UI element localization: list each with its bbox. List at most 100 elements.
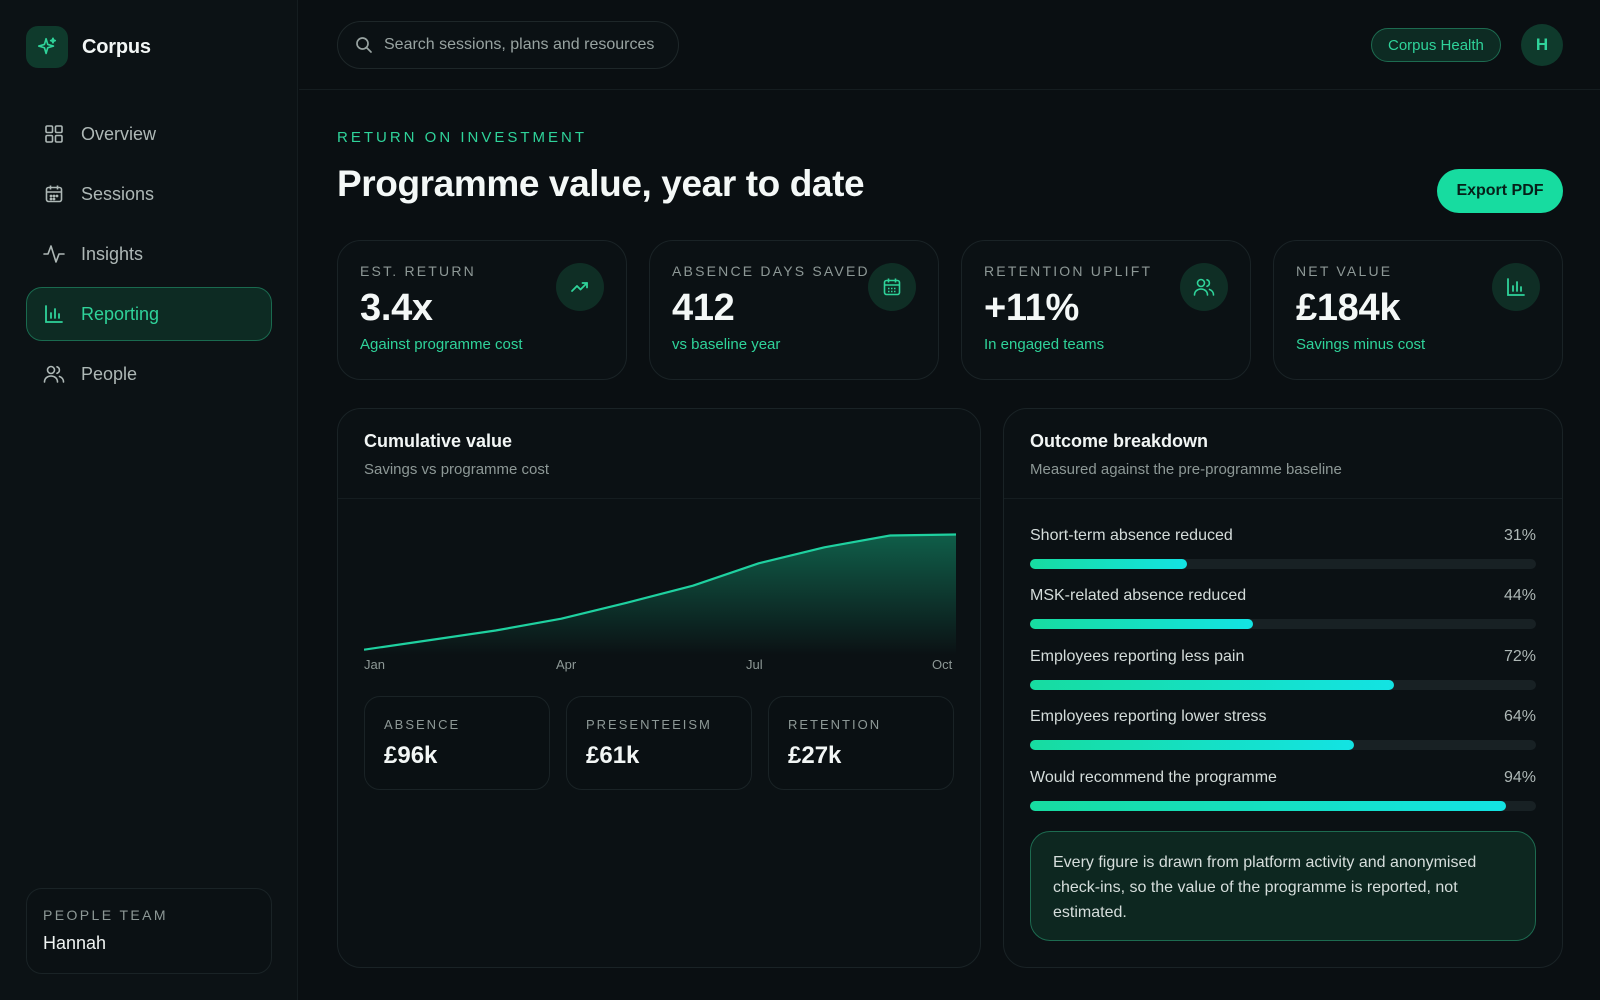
kpi-value: +11% xyxy=(984,287,1079,329)
sidebar: Corpus Overview Sessions Insights Report… xyxy=(0,0,298,1000)
search-icon xyxy=(354,35,374,55)
breakdown-value: £96k xyxy=(384,742,438,769)
outcome-percent: 44% xyxy=(1503,587,1536,604)
kpi-card-retention-uplift: RETENTION UPLIFT +11% In engaged teams xyxy=(961,240,1251,380)
x-tick-label: Oct xyxy=(932,657,953,672)
outcome-percent: 94% xyxy=(1503,769,1536,786)
breakdown-card-retention: RETENTION £27k xyxy=(768,696,954,790)
export-pdf-button[interactable]: Export PDF xyxy=(1437,169,1563,213)
x-tick-label: Jan xyxy=(364,657,385,672)
outcome-row: MSK-related absence reduced 44% xyxy=(1030,587,1536,629)
progress-fill xyxy=(1030,559,1187,569)
progress-track xyxy=(1030,559,1536,569)
breakdown-card-absence: ABSENCE £96k xyxy=(364,696,550,790)
panel-title: Outcome breakdown xyxy=(1030,431,1209,451)
progress-track xyxy=(1030,619,1536,629)
outcome-label: Employees reporting less pain xyxy=(1030,648,1245,665)
panel-header: Outcome breakdown Measured against the p… xyxy=(1004,409,1562,499)
nav-item-insights[interactable]: Insights xyxy=(26,227,272,281)
bar-chart-icon xyxy=(1492,263,1540,311)
kpi-subtext: Against programme cost xyxy=(360,336,523,353)
nav-item-reporting[interactable]: Reporting xyxy=(26,287,272,341)
kpi-subtext: In engaged teams xyxy=(984,336,1105,353)
cumulative-area-chart xyxy=(363,519,957,695)
kpi-subtext: Savings minus cost xyxy=(1296,336,1426,353)
users-icon xyxy=(43,363,65,385)
panel-subtitle: Savings vs programme cost xyxy=(364,461,550,478)
outcome-row: Short-term absence reduced 31% xyxy=(1030,527,1536,569)
trending-up-icon xyxy=(556,263,604,311)
nav-label: Sessions xyxy=(81,183,155,204)
nav-label: Reporting xyxy=(81,303,160,324)
account-card[interactable]: PEOPLE TEAM Hannah xyxy=(26,888,272,974)
kpi-card-est-return: EST. RETURN 3.4x Against programme cost xyxy=(337,240,627,380)
panel-subtitle: Measured against the pre-programme basel… xyxy=(1030,461,1342,478)
outcome-row: Employees reporting lower stress 64% xyxy=(1030,708,1536,750)
breakdown-value: £27k xyxy=(788,742,842,769)
panel-header: Cumulative value Savings vs programme co… xyxy=(338,409,980,499)
bar-chart-icon xyxy=(43,303,65,325)
series-line xyxy=(363,533,957,651)
outcome-label: Employees reporting lower stress xyxy=(1030,708,1267,725)
kpi-caption: RETENTION UPLIFT xyxy=(984,263,1153,279)
kpi-subtext: vs baseline year xyxy=(672,336,781,353)
progress-fill xyxy=(1030,740,1354,750)
kpi-caption: EST. RETURN xyxy=(360,263,476,279)
nav-item-overview[interactable]: Overview xyxy=(26,107,272,161)
nav-label: Overview xyxy=(81,123,157,144)
page-title: Programme value, year to date xyxy=(337,163,865,204)
kpi-card-net-value: NET VALUE £184k Savings minus cost xyxy=(1273,240,1563,380)
nav-label: Insights xyxy=(81,243,144,264)
users-icon xyxy=(1180,263,1228,311)
breakdown-card-presenteeism: PRESENTEEISM £61k xyxy=(566,696,752,790)
main-nav: Overview Sessions Insights Reporting Peo… xyxy=(26,107,272,407)
calendar-icon xyxy=(868,263,916,311)
nav-item-people[interactable]: People xyxy=(26,347,272,401)
outcome-row: Would recommend the programme 94% xyxy=(1030,769,1536,811)
account-team-caption: PEOPLE TEAM xyxy=(43,907,168,923)
x-tick-label: Jul xyxy=(746,657,763,672)
kpi-card-absence-days: ABSENCE DAYS SAVED 412 vs baseline year xyxy=(649,240,939,380)
calendar-icon xyxy=(43,183,65,205)
x-tick-label: Apr xyxy=(556,657,577,672)
account-name: Hannah xyxy=(43,933,107,953)
outcome-label: Would recommend the programme xyxy=(1030,769,1277,786)
brand[interactable]: Corpus xyxy=(26,26,151,68)
breakdown-value: £61k xyxy=(586,742,640,769)
nav-item-sessions[interactable]: Sessions xyxy=(26,167,272,221)
avatar[interactable]: H xyxy=(1521,24,1563,66)
brand-name: Corpus xyxy=(82,35,151,58)
search-placeholder: Search sessions, plans and resources xyxy=(384,36,655,53)
section-eyebrow: RETURN ON INVESTMENT xyxy=(337,129,588,146)
organisation-badge[interactable]: Corpus Health xyxy=(1371,28,1501,62)
progress-fill xyxy=(1030,619,1253,629)
outcome-label: Short-term absence reduced xyxy=(1030,527,1233,544)
kpi-value: 3.4x xyxy=(360,287,433,329)
pulse-icon xyxy=(43,243,65,265)
kpi-value: 412 xyxy=(672,287,735,329)
top-bar: Search sessions, plans and resources Cor… xyxy=(299,0,1600,90)
outcome-percent: 31% xyxy=(1503,527,1536,544)
grid-icon xyxy=(43,123,65,145)
progress-fill xyxy=(1030,801,1506,811)
breakdown-caption: PRESENTEEISM xyxy=(586,717,712,732)
search-input[interactable]: Search sessions, plans and resources xyxy=(337,21,679,69)
kpi-caption: ABSENCE DAYS SAVED xyxy=(672,263,870,279)
progress-fill xyxy=(1030,680,1395,690)
panel-title: Cumulative value xyxy=(364,431,513,451)
progress-track xyxy=(1030,740,1536,750)
methodology-note: Every figure is drawn from platform acti… xyxy=(1030,831,1536,941)
outcome-breakdown-panel: Outcome breakdown Measured against the p… xyxy=(1003,408,1563,968)
kpi-value: £184k xyxy=(1296,287,1401,329)
kpi-caption: NET VALUE xyxy=(1296,263,1393,279)
sparkle-logo-icon xyxy=(26,26,68,68)
outcome-percent: 64% xyxy=(1503,708,1536,725)
cumulative-value-panel: Cumulative value Savings vs programme co… xyxy=(337,408,981,968)
outcome-label: MSK-related absence reduced xyxy=(1030,587,1247,604)
progress-track xyxy=(1030,680,1536,690)
nav-label: People xyxy=(81,363,138,384)
breakdown-caption: RETENTION xyxy=(788,717,882,732)
outcome-percent: 72% xyxy=(1503,648,1536,665)
outcome-row: Employees reporting less pain 72% xyxy=(1030,648,1536,690)
progress-track xyxy=(1030,801,1536,811)
